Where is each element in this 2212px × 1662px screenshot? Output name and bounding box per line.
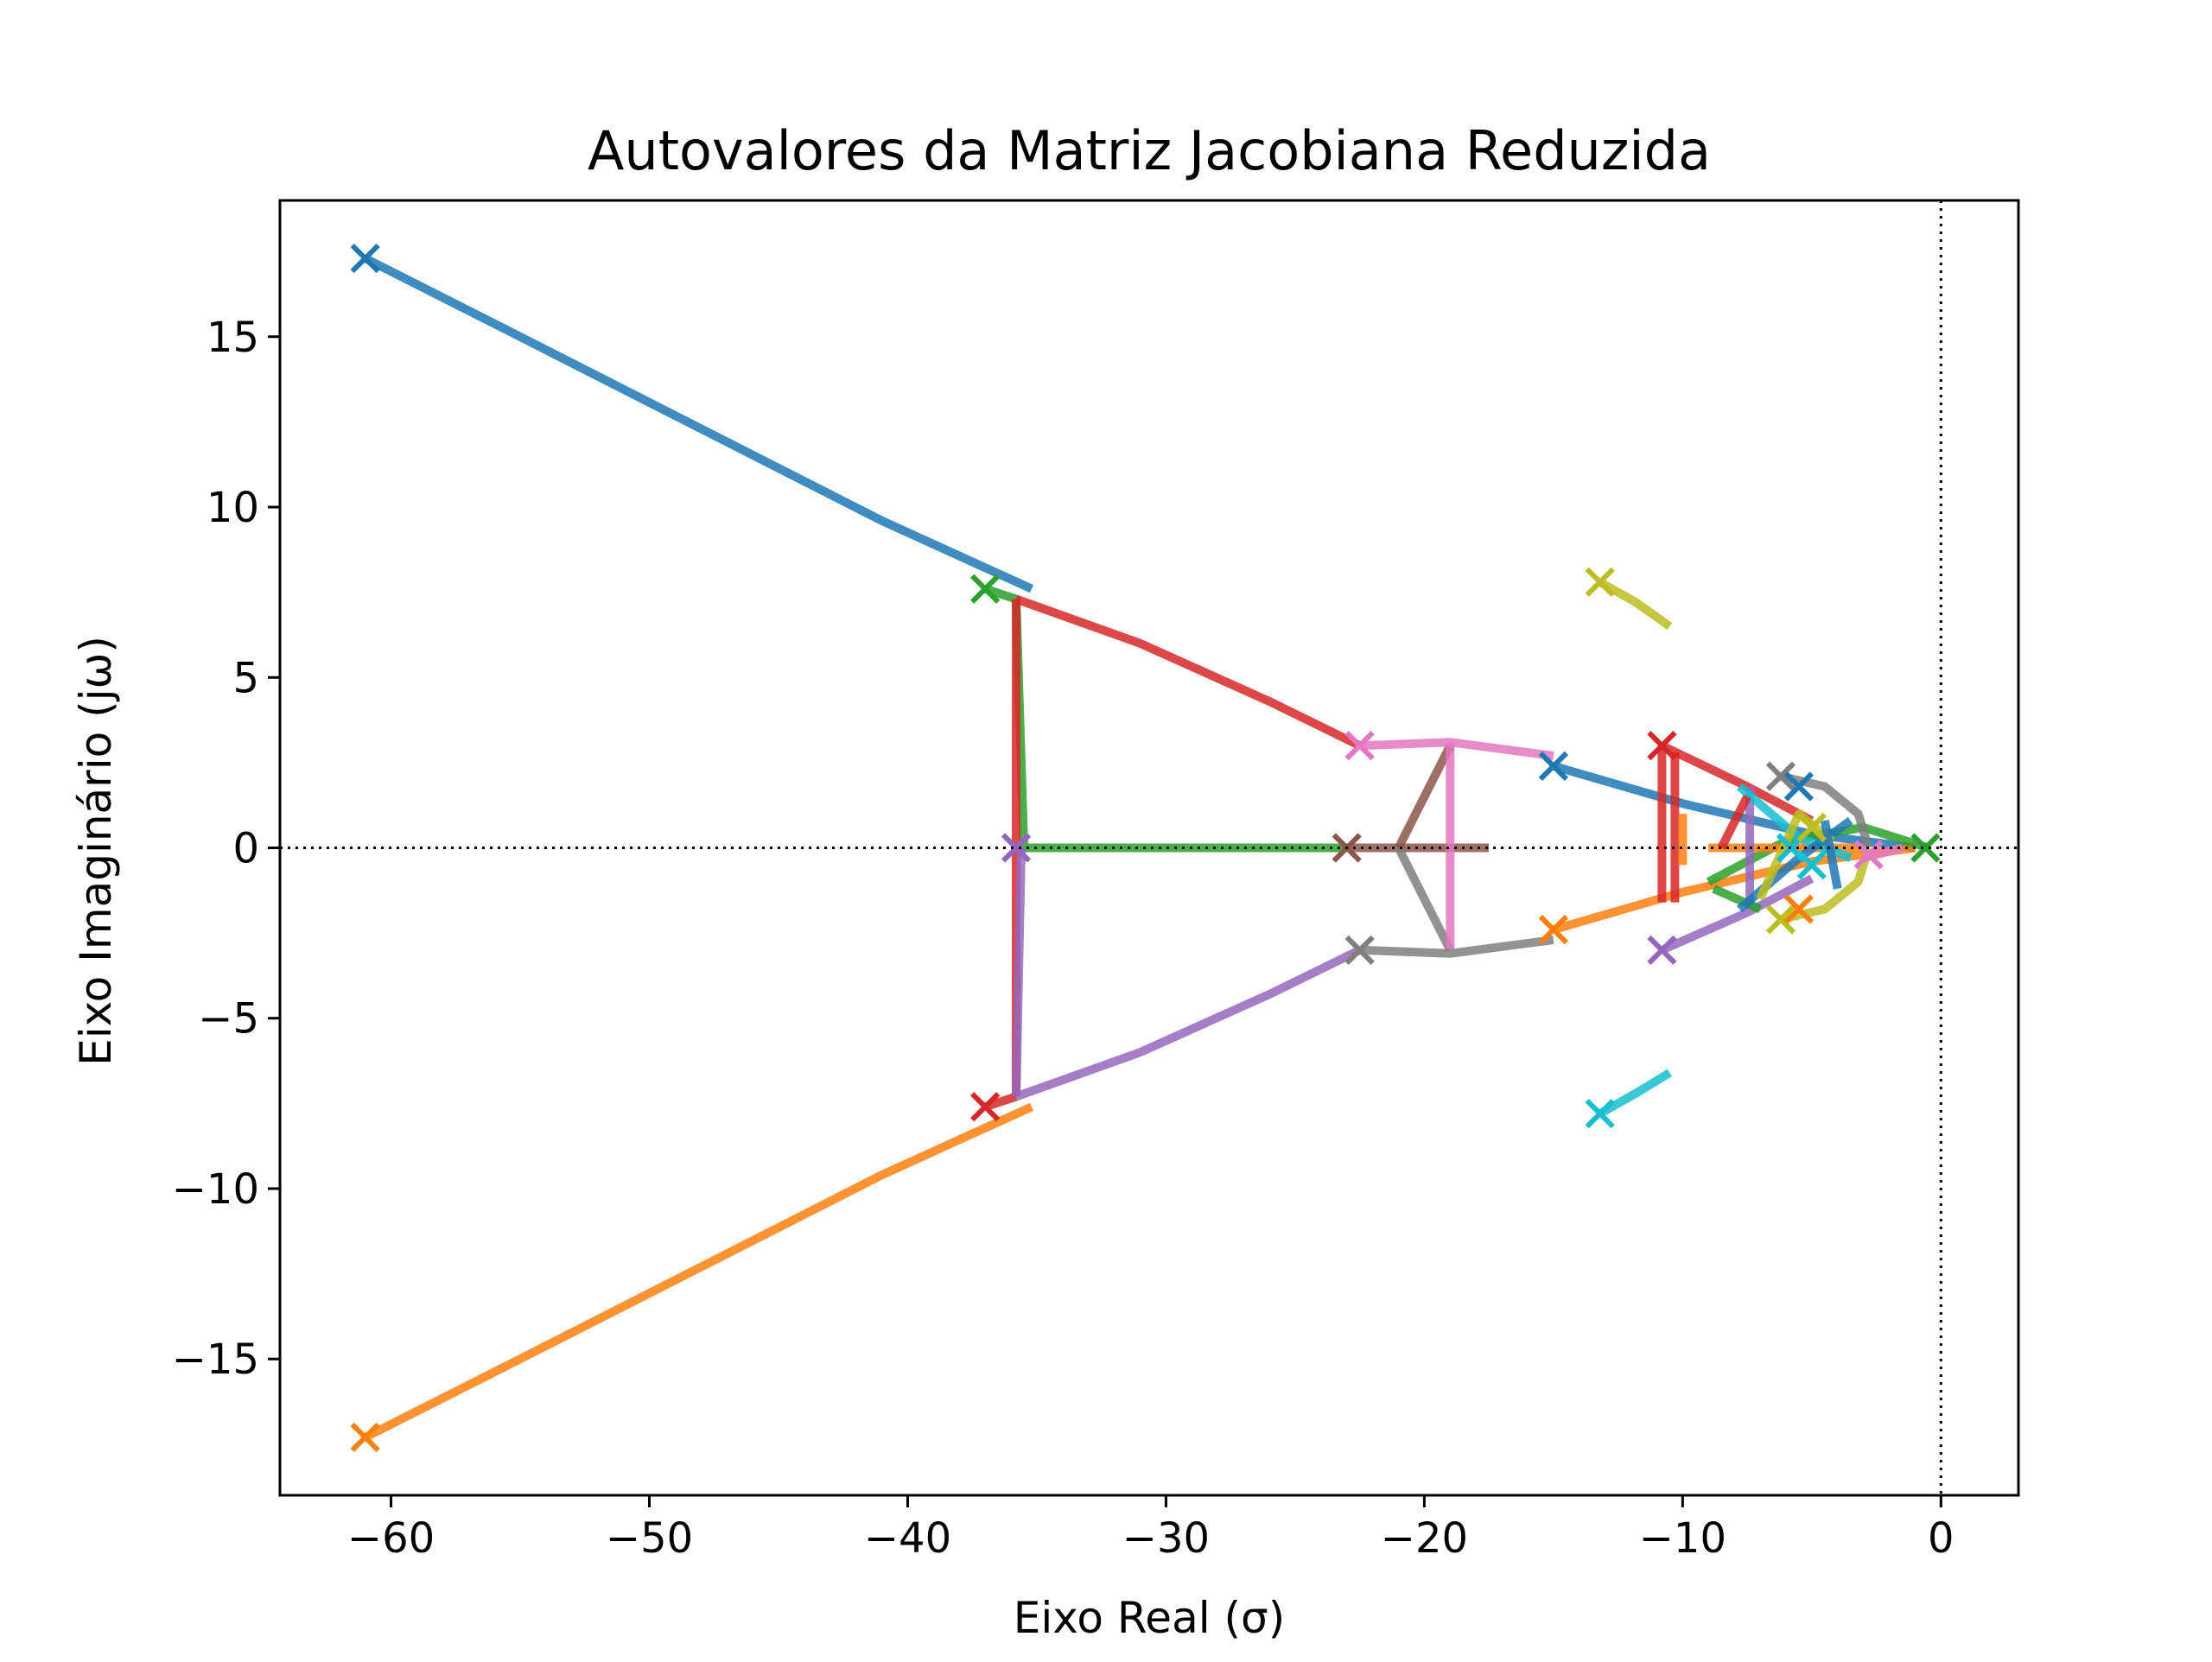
locus-branch-29: [1712, 885, 1763, 914]
x-axis-label: Eixo Real (σ): [1014, 1593, 1285, 1643]
eigenvalue-marker-16: [1765, 904, 1796, 935]
locus-branch-8: [1014, 946, 1362, 1101]
eigenvalue-marker-22: [1853, 840, 1884, 870]
x-tick-label: 0: [1928, 1514, 1955, 1563]
y-tick-label: −15: [172, 1335, 259, 1384]
locus-branch-17: [1598, 578, 1673, 631]
locus-branch-1: [363, 254, 1034, 593]
eigenvalue-marker-10: [1538, 915, 1568, 945]
eigenvalue-marker-11: [1585, 567, 1615, 597]
eigenvalue-marker-20: [1796, 812, 1827, 842]
eigenvalue-marker-15: [1765, 761, 1796, 791]
locus-branch-7: [1012, 847, 1026, 1097]
eigenvalue-marker-7: [1344, 731, 1375, 761]
locus-branch-14: [1359, 936, 1554, 958]
eigenvalue-marker-4: [970, 1092, 1001, 1122]
eigenvalue-marker-8: [1344, 935, 1375, 965]
locus-branch-5: [1014, 594, 1362, 750]
x-tick-label: −50: [606, 1514, 693, 1563]
locus-branch-32: [1756, 809, 1835, 901]
y-axis-label: Eixo Imaginário (jω): [71, 636, 121, 1066]
eigenvalue-marker-2: [350, 1422, 380, 1453]
y-tick-label: 10: [207, 484, 259, 532]
x-tick-label: −30: [1122, 1514, 1210, 1563]
eigenvalue-marker-5: [1001, 833, 1032, 863]
eigenvalue-marker-17: [1783, 771, 1815, 802]
eigenvalue-marker-12: [1585, 1099, 1615, 1129]
eigenvalue-marker-3: [970, 574, 1001, 604]
x-tick-label: −10: [1639, 1514, 1726, 1563]
eigenvalue-marker-14: [1647, 935, 1677, 965]
locus-branch-35: [1717, 795, 1751, 850]
y-tick-label: 5: [232, 654, 259, 702]
y-tick-label: 0: [232, 825, 259, 873]
locus-branch-11: [1395, 846, 1454, 953]
locus-branch-34: [1820, 819, 1842, 890]
x-tick-label: −60: [347, 1514, 435, 1563]
locus-branch-2: [363, 1102, 1034, 1442]
eigenvalue-marker-13: [1647, 731, 1677, 761]
locus-branch-18: [1598, 1069, 1672, 1118]
eigenvalue-marker-1: [350, 243, 380, 274]
x-tick-label: −40: [864, 1514, 951, 1563]
eigenvalue-marker-23: [1910, 833, 1941, 863]
eigenvalue-marker-18: [1783, 894, 1815, 924]
eigenvalue-marker-21: [1796, 850, 1827, 880]
locus-branch-22: [1660, 874, 1815, 955]
y-tick-label: 15: [207, 314, 259, 362]
chart-title: Autovalores da Matriz Jacobiana Reduzida: [588, 119, 1711, 182]
locus-branch-10: [1395, 743, 1454, 850]
y-tick-label: −5: [198, 995, 259, 1044]
x-tick-label: −20: [1381, 1514, 1468, 1563]
eigenvalue-marker-9: [1538, 751, 1568, 781]
y-tick-label: −10: [172, 1165, 259, 1214]
